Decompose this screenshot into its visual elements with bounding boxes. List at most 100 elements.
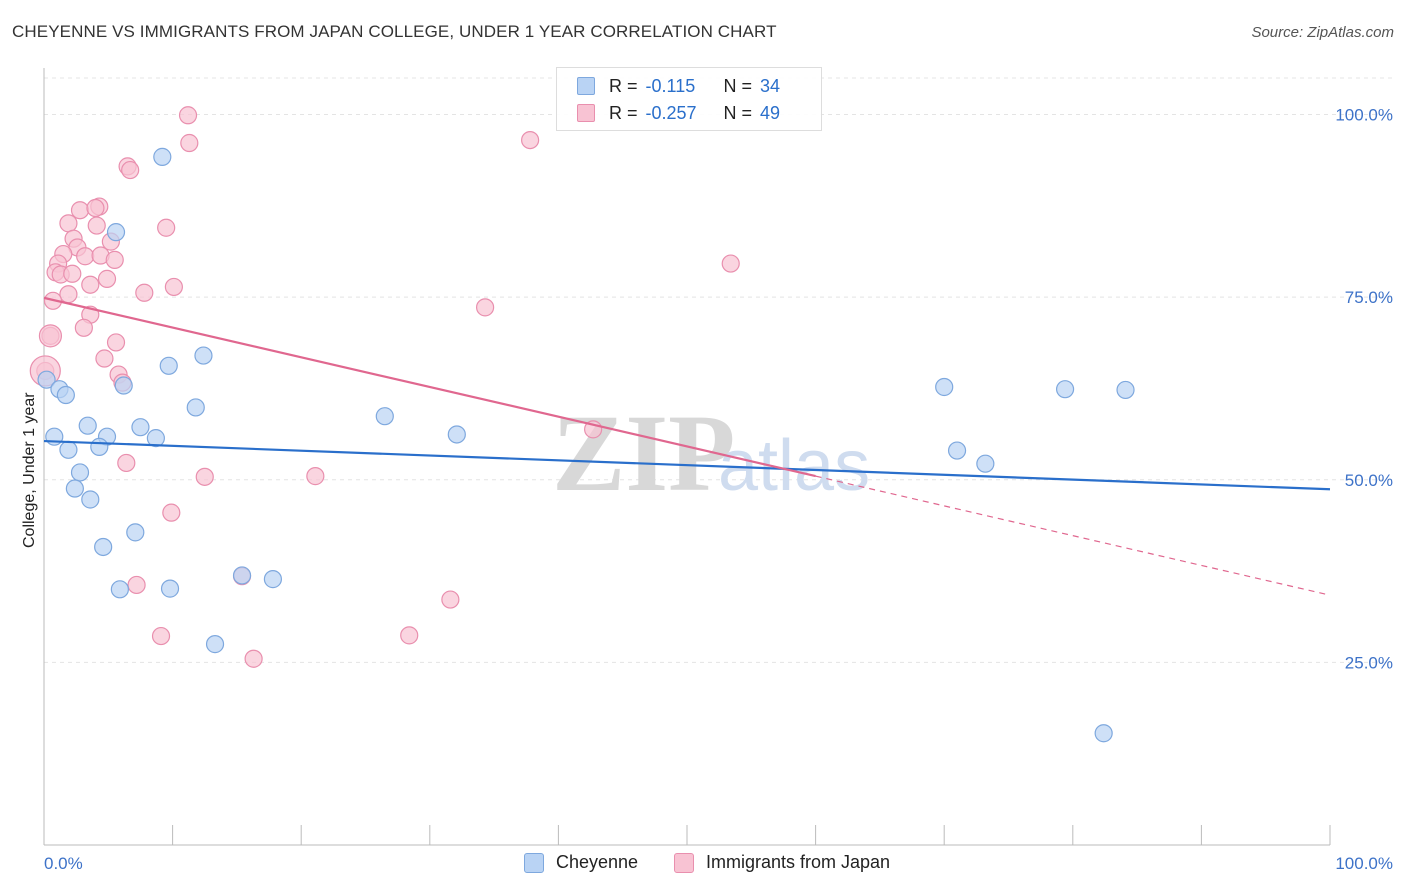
cheyenne-point	[263, 570, 283, 589]
y-axis-label: College, Under 1 year	[21, 392, 38, 548]
immigrants-japan-point	[95, 349, 114, 368]
immigrants-japan-point	[86, 198, 105, 218]
cheyenne-point	[131, 418, 150, 437]
immigrants-japan-point	[521, 130, 540, 150]
legend-n-label: N =	[723, 75, 753, 96]
cheyenne-point	[94, 537, 113, 557]
y-tick-label: 25.0%	[1345, 653, 1393, 672]
immigrants-japan-point	[135, 283, 154, 302]
cheyenne-point	[56, 385, 75, 405]
legend-n-label: N =	[723, 102, 753, 123]
axes	[43, 68, 1331, 846]
immigrants-japan-point	[164, 277, 183, 297]
trendlines	[43, 296, 1331, 596]
legend-r-label: R =	[609, 75, 638, 96]
cheyenne-point	[110, 580, 129, 599]
chart-source: Source: ZipAtlas.com	[1251, 24, 1394, 41]
cheyenne-point	[65, 479, 84, 498]
immigrants-japan-point	[244, 649, 263, 668]
immigrants-japan-point	[127, 575, 146, 595]
cheyenne-point	[70, 463, 90, 482]
legend-r-label: R =	[609, 102, 638, 123]
stats-legend: R = -0.115 N = 34 R = -0.257 N = 49	[556, 67, 822, 131]
cheyenne-point	[126, 523, 145, 542]
bottom-legend-japan: Immigrants from Japan	[674, 852, 890, 873]
legend-n-value: 49	[760, 102, 781, 123]
immigrants-japan-point	[59, 214, 78, 233]
cheyenne-point	[59, 440, 78, 459]
immigrants-japan-point	[87, 216, 106, 235]
immigrants-japan-points	[29, 106, 740, 668]
legend-r-value: -0.115	[645, 75, 696, 96]
cheyenne-point	[947, 441, 967, 460]
immigrants-japan-point	[106, 333, 126, 352]
legend-row-cheyenne: R = -0.115 N = 34	[577, 73, 780, 99]
bottom-legend: Cheyenne Immigrants from Japan	[0, 852, 1406, 876]
cheyenne-point	[1055, 380, 1075, 399]
y-tick-label: 75.0%	[1345, 288, 1393, 307]
x-tick-label-min: 0.0%	[44, 854, 83, 873]
immigrants-japan-trendline-extension	[815, 475, 1331, 596]
cheyenne-point	[37, 370, 56, 389]
watermark-zip: ZIP	[552, 392, 735, 514]
immigrants-japan-point	[441, 590, 460, 609]
cheyenne-point	[153, 147, 172, 166]
immigrants-japan-point	[157, 218, 176, 237]
immigrants-japan-point	[178, 106, 198, 125]
cheyenne-point	[232, 566, 252, 585]
immigrants-japan-point	[195, 467, 214, 486]
cheyenne-point	[106, 223, 126, 242]
cheyenne-point	[935, 377, 954, 397]
cheyenne-point	[81, 490, 100, 509]
x-tick-label-max: 100.0%	[1335, 854, 1393, 873]
immigrants-japan-point	[121, 160, 140, 180]
cheyenne-point	[447, 425, 466, 444]
cheyenne-point	[186, 398, 205, 417]
cheyenne-point	[146, 429, 165, 448]
bottom-legend-label-cheyenne: Cheyenne	[556, 852, 639, 872]
immigrants-japan-point	[59, 285, 78, 304]
y-tick-label: 50.0%	[1345, 471, 1393, 490]
cheyenne-point	[194, 346, 213, 365]
cheyenne-point	[114, 376, 133, 395]
cheyenne-point	[976, 454, 995, 473]
bottom-legend-label-japan: Immigrants from Japan	[706, 852, 891, 872]
immigrants-japan-point	[70, 201, 90, 220]
cheyenne-trendline	[43, 439, 1331, 491]
immigrants-japan-point	[400, 626, 419, 645]
bottom-legend-swatch-cheyenne	[524, 852, 544, 873]
cheyenne-point	[160, 579, 180, 598]
watermark-atlas: atlas	[718, 426, 870, 506]
cheyenne-point	[1116, 380, 1135, 400]
legend-row-japan: R = -0.257 N = 49	[577, 100, 780, 126]
legend-n-value: 34	[760, 75, 781, 96]
immigrants-japan-trendline	[43, 296, 816, 478]
watermark: ZIP atlas	[552, 392, 870, 514]
immigrants-japan-point	[180, 133, 199, 153]
cheyenne-point	[159, 356, 178, 375]
immigrants-japan-point	[76, 247, 95, 266]
immigrants-japan-point	[74, 318, 93, 337]
immigrants-japan-point-large	[38, 324, 63, 348]
immigrants-japan-point	[151, 626, 171, 646]
cheyenne-point	[205, 635, 225, 654]
cheyenne-point	[78, 416, 97, 435]
cheyenne-points	[37, 147, 1135, 743]
immigrants-japan-point	[117, 453, 136, 473]
cheyenne-point	[90, 437, 109, 456]
chart-title: CHEYENNE VS IMMIGRANTS FROM JAPAN COLLEG…	[12, 22, 777, 41]
legend-swatch-cheyenne	[577, 77, 595, 95]
y-tick-label: 100.0%	[1335, 106, 1393, 125]
bottom-legend-swatch-japan	[674, 852, 694, 873]
cheyenne-point	[1094, 724, 1113, 743]
legend-r-value: -0.257	[645, 102, 697, 123]
immigrants-japan-point	[105, 250, 124, 269]
legend-swatch-japan	[577, 104, 595, 122]
immigrants-japan-point	[81, 275, 100, 294]
immigrants-japan-point	[162, 503, 181, 522]
immigrants-japan-point	[306, 467, 325, 486]
immigrants-japan-point	[721, 254, 740, 273]
y-tick-labels: 25.0% 50.0% 75.0% 100.0%	[1335, 106, 1393, 673]
cheyenne-point	[375, 407, 394, 426]
